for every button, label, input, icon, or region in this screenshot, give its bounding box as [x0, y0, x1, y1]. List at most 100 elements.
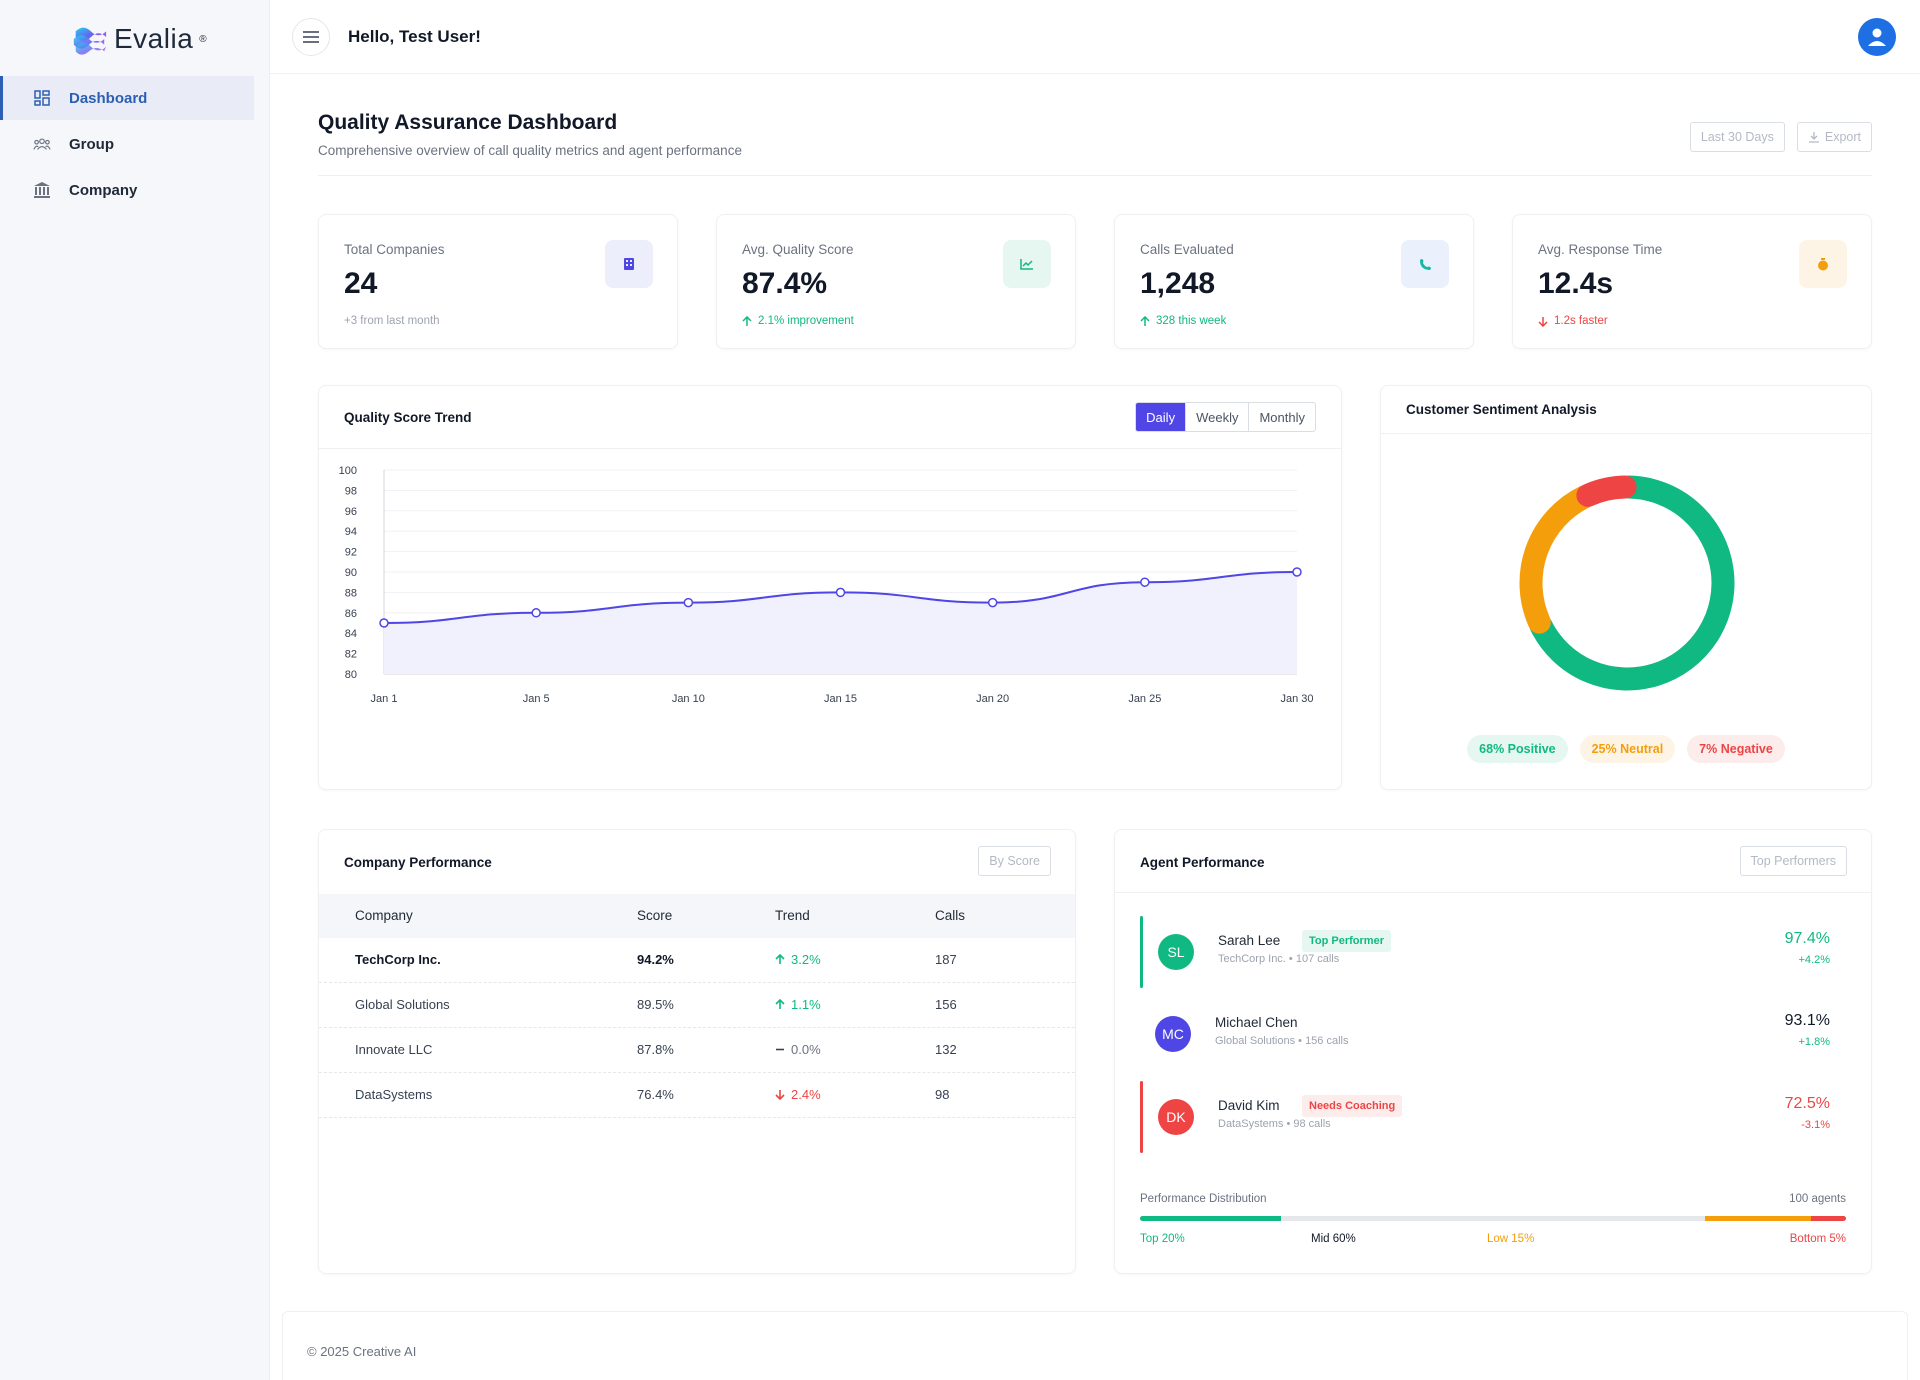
main-content: Quality Assurance Dashboard Comprehensiv…	[318, 74, 1872, 1274]
stat-foot: 2.1% improvement	[742, 315, 854, 327]
agent-performance-panel: Agent Performance Top Performers SL Sara…	[1114, 829, 1872, 1274]
tab-daily[interactable]: Daily	[1136, 403, 1186, 431]
stat-card-quality-score: Avg. Quality Score 87.4% 2.1% improvemen…	[716, 214, 1076, 349]
arrow-up-icon	[1140, 315, 1150, 326]
footer: © 2025 Creative AI	[282, 1311, 1908, 1380]
avatar: SL	[1158, 934, 1194, 970]
cell-calls: 187	[935, 952, 957, 967]
panel-divider	[1115, 892, 1871, 893]
distribution-label-top: Top 20%	[1140, 1233, 1185, 1245]
agent-row[interactable]: SL Sarah Lee Top Performer TechCorp Inc.…	[1140, 916, 1846, 988]
sidebar-item-company[interactable]: Company	[0, 168, 253, 212]
brand-logo[interactable]: Evalia ®	[0, 0, 269, 60]
stat-foot: +3 from last month	[344, 315, 440, 327]
top-performers-button[interactable]: Top Performers	[1739, 846, 1847, 876]
agent-score: 93.1%	[1784, 1012, 1830, 1029]
sentiment-pill-positive: 68% Positive	[1467, 735, 1568, 763]
date-range-label: Last 30 Days	[1700, 130, 1774, 144]
sentiment-pill-negative: 7% Negative	[1687, 735, 1785, 763]
greeting-text: Hello, Test User!	[348, 26, 481, 46]
menu-toggle-button[interactable]	[292, 17, 330, 56]
cell-calls: 132	[935, 1042, 957, 1057]
column-header-trend[interactable]: Trend	[775, 908, 810, 923]
page-subtitle: Comprehensive overview of call quality m…	[318, 143, 742, 158]
stat-label: Calls Evaluated	[1140, 242, 1234, 257]
data-point	[1292, 567, 1302, 577]
data-point	[683, 597, 694, 608]
stat-card-response-time: Avg. Response Time 12.4s 1.2s faster	[1512, 214, 1872, 349]
column-header-score[interactable]: Score	[637, 908, 673, 923]
stat-foot-text: 328 this week	[1156, 315, 1227, 327]
cell-score: 76.4%	[637, 1087, 674, 1102]
trend-value: 2.4%	[791, 1087, 821, 1102]
x-tick-label: Jan 5	[523, 693, 550, 705]
filter-label: Top Performers	[1750, 854, 1836, 868]
sort-by-score-button[interactable]: By Score	[978, 846, 1051, 876]
agent-accent-bar	[1140, 1081, 1143, 1153]
date-range-button[interactable]: Last 30 Days	[1689, 122, 1785, 152]
column-header-company[interactable]: Company	[355, 908, 413, 923]
distribution-label-bottom: Bottom 5%	[1789, 1233, 1846, 1245]
stat-card-calls-evaluated: Calls Evaluated 1,248 328 this week	[1114, 214, 1474, 349]
panel-divider	[1381, 433, 1871, 434]
x-tick-label: Jan 30	[1280, 693, 1313, 705]
agent-row[interactable]: MC Michael Chen Global Solutions • 156 c…	[1140, 998, 1846, 1070]
status-badge: Needs Coaching	[1302, 1095, 1403, 1117]
avatar: MC	[1155, 1016, 1191, 1052]
table-row[interactable]: TechCorp Inc. 94.2% 3.2% 187	[319, 938, 1075, 983]
y-tick-label: 86	[345, 608, 357, 620]
arrow-down-icon	[775, 1090, 785, 1100]
agent-score: 97.4%	[1784, 930, 1830, 947]
sidebar-item-label: Dashboard	[69, 89, 148, 107]
x-tick-label: Jan 1	[371, 693, 398, 705]
logo-icon	[73, 27, 107, 55]
stat-value: 1,248	[1140, 267, 1216, 300]
distribution-bar	[1140, 1216, 1846, 1221]
stat-foot: 328 this week	[1140, 315, 1226, 327]
stat-value: 24	[344, 267, 378, 300]
tab-weekly[interactable]: Weekly	[1185, 403, 1248, 431]
distribution-total: 100 agents	[1789, 1193, 1846, 1205]
sidebar-item-dashboard[interactable]: Dashboard	[0, 76, 254, 120]
stat-foot-text: 1.2s faster	[1554, 315, 1608, 327]
arrow-up-icon	[775, 999, 785, 1009]
agent-row[interactable]: DK David Kim Needs Coaching DataSystems …	[1140, 1081, 1846, 1153]
quality-trend-chart: 80 82 84 86 88 90 92 94 96 98 100 Jan 1 Jan 5 Jan 10 J…	[339, 465, 1314, 705]
x-tick-label: Jan 25	[1128, 693, 1161, 705]
status-badge: Top Performer	[1302, 930, 1391, 952]
table-row[interactable]: Global Solutions 89.5% 1.1% 156	[319, 983, 1075, 1028]
table-row[interactable]: Innovate LLC 87.8% 0.0% 132	[319, 1028, 1075, 1073]
trend-period-tabs: Daily Weekly Monthly	[1135, 402, 1316, 432]
column-header-calls[interactable]: Calls	[935, 908, 966, 923]
table-row[interactable]: DataSystems 76.4% 2.4% 98	[319, 1073, 1075, 1118]
cell-score: 89.5%	[637, 997, 674, 1012]
sidebar: Evalia ® Dashboard Group Company	[0, 0, 270, 1380]
x-tick-label: Jan 20	[976, 693, 1009, 705]
hamburger-icon	[303, 30, 319, 43]
sentiment-legend: 68% Positive 25% Neutral 7% Negative	[1381, 735, 1871, 763]
data-point	[531, 608, 541, 618]
agent-meta: Global Solutions • 156 calls	[1215, 1035, 1349, 1047]
building-icon	[33, 181, 51, 199]
stat-value: 87.4%	[742, 267, 828, 300]
sidebar-item-label: Company	[69, 181, 138, 199]
tab-monthly[interactable]: Monthly	[1248, 403, 1315, 431]
arrow-down-icon	[1538, 316, 1548, 327]
y-tick-label: 82	[345, 649, 357, 661]
trend-value: 1.1%	[791, 997, 821, 1012]
arrow-up-icon	[775, 954, 785, 964]
export-button[interactable]: Export	[1796, 122, 1872, 152]
user-avatar-button[interactable]	[1858, 18, 1896, 56]
distribution-label-mid: Mid 60%	[1311, 1233, 1356, 1245]
distribution-label: Performance Distribution	[1140, 1193, 1267, 1205]
stat-label: Avg. Quality Score	[742, 242, 854, 257]
sidebar-item-group[interactable]: Group	[0, 122, 253, 166]
logo-registered-mark: ®	[199, 33, 207, 45]
phone-icon	[1401, 240, 1449, 288]
stat-foot-text: 2.1% improvement	[758, 315, 854, 327]
stat-foot: 1.2s faster	[1538, 315, 1608, 327]
agent-name: David Kim	[1218, 1098, 1280, 1113]
sentiment-slice-negative	[1576, 475, 1637, 507]
export-label: Export	[1824, 130, 1861, 144]
top-bar: Hello, Test User!	[270, 0, 1920, 74]
